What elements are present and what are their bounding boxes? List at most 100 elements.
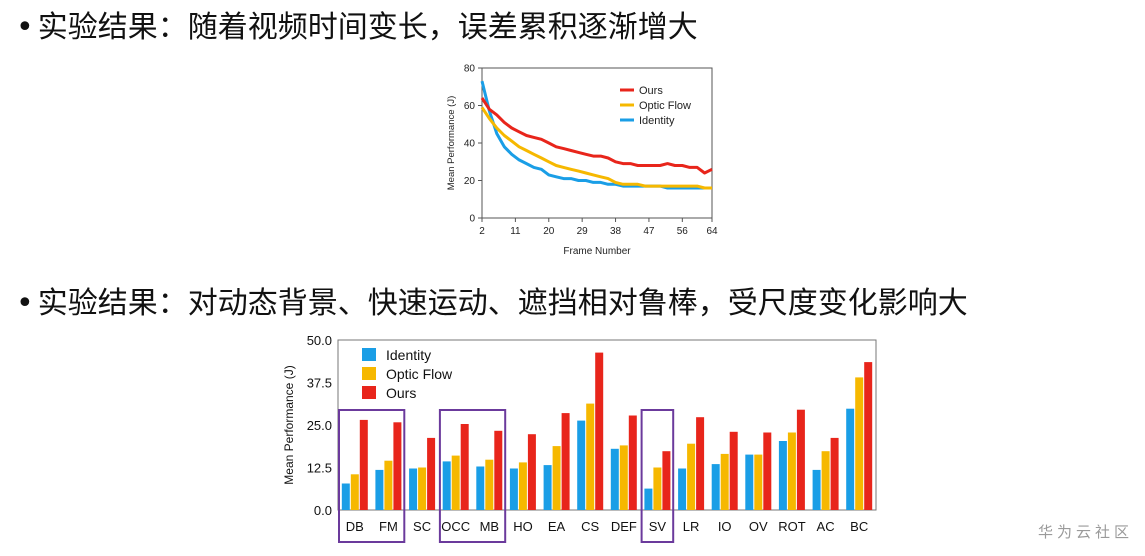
x-tick-label: OV — [749, 519, 768, 534]
x-tick-label: ROT — [778, 519, 806, 534]
bar-optic-flow — [821, 451, 830, 510]
x-tick-label: 64 — [706, 226, 718, 237]
bar-ours — [527, 434, 536, 510]
bar-optic-flow — [518, 462, 527, 510]
bullet-text: 实验结果：对动态背景、快速运动、遮挡相对鲁棒，受尺度变化影响大 — [37, 286, 968, 321]
bar-ours — [696, 417, 705, 510]
bar-identity — [476, 466, 485, 510]
bar-optic-flow — [451, 455, 460, 510]
bar-optic-flow — [384, 460, 393, 510]
y-axis-label: Mean Performance (J) — [446, 96, 457, 191]
line-chart: 0 20 40 60 80 2 11 20 29 38 47 56 64 Frame Number Mean… — [446, 64, 718, 258]
y-tick-label: 37.5 — [307, 376, 332, 391]
x-tick-label: DB — [346, 519, 364, 534]
bar-optic-flow — [787, 432, 796, 510]
bar-ours — [796, 409, 805, 510]
bar-identity — [341, 483, 350, 510]
bar-optic-flow — [485, 459, 494, 510]
bar-ours — [662, 451, 671, 510]
bar-optic-flow — [653, 467, 662, 510]
y-tick-label: 0.0 — [314, 503, 332, 518]
x-tick-label: 20 — [543, 226, 555, 237]
x-tick-label: FM — [379, 519, 398, 534]
x-tick-label: AC — [817, 519, 835, 534]
y-tick-label: 60 — [464, 101, 476, 112]
bar-chart: 0.0 12.5 25.0 37.5 50.0 Mean Performance (J) D… — [282, 333, 877, 543]
series-line-optic-flow — [480, 106, 712, 190]
x-tick-label: 47 — [643, 226, 655, 237]
y-tick-label: 12.5 — [307, 461, 332, 476]
x-tick-label: DEF — [611, 519, 637, 534]
bar-ours — [628, 415, 637, 510]
y-tick-label: 20 — [464, 176, 476, 187]
highlight-box — [640, 409, 675, 543]
bar-optic-flow — [552, 446, 561, 510]
x-tick-label: OCC — [441, 519, 470, 534]
bar-ours — [595, 352, 604, 510]
plot-frame — [481, 67, 713, 219]
bar-identity — [678, 468, 687, 510]
y-tick-label: 25.0 — [307, 418, 332, 433]
bar-ours — [359, 419, 368, 510]
bar-identity — [846, 408, 855, 510]
x-tick-label: HO — [513, 519, 533, 534]
legend-label: Ours — [386, 385, 416, 401]
bar-ours — [864, 362, 873, 510]
x-tick-label: CS — [581, 519, 599, 534]
x-tick-label: 11 — [510, 226, 521, 237]
bar-optic-flow — [586, 403, 595, 510]
bar-ours — [460, 424, 469, 510]
bar-optic-flow — [619, 445, 628, 510]
bullet-dot: • — [16, 286, 34, 321]
bar-identity — [812, 469, 821, 510]
watermark: 华为云社区 — [1037, 523, 1133, 541]
bar-optic-flow — [418, 467, 427, 510]
legend-label: Identity — [639, 115, 675, 127]
bar-identity — [509, 468, 518, 510]
bullet-item-1: • 实验结果：随着视频时间变长，误差累积逐渐增大 — [16, 10, 698, 46]
bar-identity — [711, 464, 720, 510]
bar-identity — [778, 441, 787, 510]
bar-ours — [427, 437, 436, 510]
bar-identity — [442, 461, 451, 510]
x-tick-label: EA — [548, 519, 566, 534]
legend-swatch — [362, 348, 376, 361]
bullet-item-2: • 实验结果：对动态背景、快速运动、遮挡相对鲁棒，受尺度变化影响大 — [16, 286, 968, 322]
x-axis-label: Frame Number — [563, 246, 631, 257]
x-tick-label: 38 — [610, 226, 622, 237]
bar-identity — [375, 469, 384, 510]
x-tick-label: 2 — [479, 226, 485, 237]
x-tick-label: LR — [683, 519, 700, 534]
y-tick-label: 0 — [469, 214, 475, 225]
x-tick-label: 56 — [677, 226, 689, 237]
bar-ours — [393, 422, 402, 510]
bar-identity — [543, 465, 552, 510]
highlight-box — [338, 409, 406, 543]
series-line-ours — [480, 97, 713, 175]
legend-swatch — [362, 386, 376, 399]
bar-ours — [494, 430, 503, 510]
bar-identity — [610, 448, 619, 510]
y-axis-label: Mean Performance (J) — [282, 365, 296, 484]
bar-ours — [763, 432, 772, 510]
legend-label: Optic Flow — [386, 366, 453, 382]
y-tick-label: 40 — [464, 139, 476, 150]
x-tick-label: SC — [413, 519, 431, 534]
bullet-text: 实验结果：随着视频时间变长，误差累积逐渐增大 — [37, 10, 698, 45]
legend-label: Optic Flow — [639, 100, 691, 112]
x-tick-label: IO — [718, 519, 732, 534]
bar-identity — [644, 488, 653, 510]
bar-ours — [561, 413, 570, 510]
highlight-box — [438, 409, 507, 543]
bar-identity — [577, 420, 586, 510]
legend-label: Identity — [386, 347, 431, 363]
x-tick-label: BC — [850, 519, 868, 534]
y-tick-label: 50.0 — [307, 333, 332, 348]
x-tick-label: 29 — [577, 226, 589, 237]
bar-optic-flow — [855, 377, 864, 510]
x-tick-label: SV — [649, 519, 667, 534]
bar-ours — [830, 437, 839, 510]
bar-identity — [409, 468, 418, 510]
bullet-dot: • — [16, 10, 34, 45]
legend-label: Ours — [639, 85, 663, 97]
